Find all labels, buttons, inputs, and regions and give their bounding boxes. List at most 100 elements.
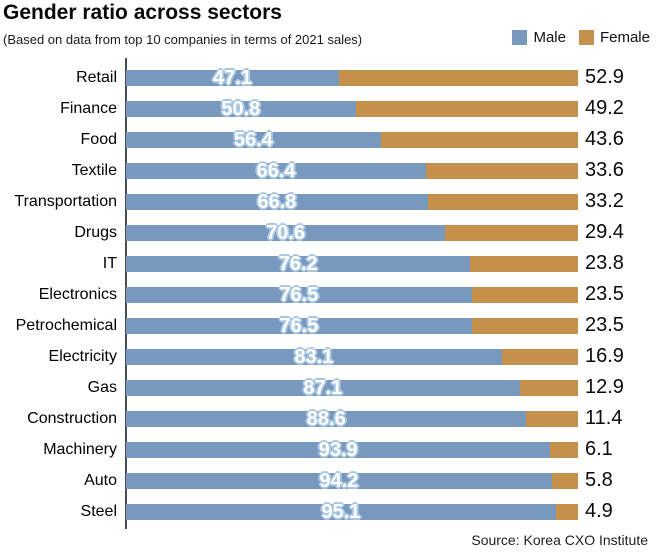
bar-track: 50.8 [126,97,578,120]
bar-track: 95.1 [126,500,578,523]
male-swatch-icon [512,30,528,45]
female-bar-segment [471,286,578,303]
legend-item-male: Male [512,29,566,46]
sector-label: Gas [87,378,117,396]
female-value-label: 11.4 [585,407,623,429]
sector-label: Machinery [43,440,117,458]
male-value-label: 50.8 [221,97,261,120]
sector-label: Construction [27,409,117,427]
chart-row: Electronics 76.5 23.5 [0,279,658,310]
male-bar-segment: 76.2 [126,252,471,275]
chart-row: Retail 47.1 52.9 [0,62,658,93]
bar-track: 88.6 [126,407,578,430]
bar-track: 76.5 [126,314,578,337]
male-bar-segment: 70.6 [126,221,446,244]
female-value-label: 12.9 [585,376,624,398]
female-value-label: 23.5 [585,283,624,305]
male-bar-segment: 94.2 [126,471,552,491]
male-bar-segment: 47.1 [126,66,339,89]
chart-row: Auto 94.2 5.8 [0,465,658,496]
female-bar-segment [445,224,578,241]
male-value-label: 88.6 [306,407,346,430]
sector-label: Auto [84,471,117,489]
chart-row: Petrochemical 76.5 23.5 [0,310,658,341]
bar-chart: Retail 47.1 52.9 Finance 50.8 49.2 Food … [0,58,658,529]
female-value-label: 43.6 [585,128,624,150]
female-bar-segment [555,503,578,520]
bar-track: 93.9 [126,438,578,461]
legend-label-male: Male [533,29,566,46]
male-value-label: 93.9 [318,438,358,461]
chart-row: Drugs 70.6 29.4 [0,217,658,248]
page-title: Gender ratio across sectors [3,1,282,24]
bar-track: 94.2 [126,471,578,491]
male-bar-segment: 56.4 [126,128,381,151]
female-bar-segment [550,441,578,458]
source-credit: Source: Korea CXO Institute [471,532,648,548]
male-value-label: 76.2 [278,252,318,275]
female-value-label: 29.4 [585,221,624,243]
bar-track: 70.6 [126,221,578,244]
female-value-label: 23.5 [585,314,624,336]
female-bar-segment [427,193,578,210]
male-bar-segment: 87.1 [126,376,520,399]
female-bar-segment [526,410,578,427]
legend-label-female: Female [599,29,650,46]
male-value-label: 83.1 [294,345,334,368]
male-value-label: 56.4 [233,128,273,151]
sector-label: Petrochemical [15,316,117,334]
chart-row: IT 76.2 23.8 [0,248,658,279]
chart-row: Transportation 66.8 33.2 [0,186,658,217]
bar-track: 47.1 [126,66,578,89]
female-value-label: 23.8 [585,252,624,274]
female-swatch-icon [578,30,594,45]
bar-track: 87.1 [126,376,578,399]
chart-header: Gender ratio across sectors (Based on da… [0,0,658,56]
chart-row: Steel 95.1 4.9 [0,496,658,527]
bar-track: 76.2 [126,252,578,275]
female-value-label: 52.9 [585,66,624,88]
bar-track: 83.1 [126,345,578,368]
female-value-label: 33.6 [585,159,624,181]
male-bar-segment: 83.1 [126,345,502,368]
female-value-label: 6.1 [585,438,613,460]
female-bar-segment [519,379,578,396]
male-bar-segment: 66.8 [126,192,428,212]
female-value-label: 33.2 [585,190,624,212]
bar-track: 56.4 [126,128,578,151]
sector-label: Electricity [48,347,117,365]
chart-rows: Retail 47.1 52.9 Finance 50.8 49.2 Food … [0,62,658,527]
sector-label: Textile [71,161,117,179]
male-value-label: 70.6 [266,221,306,244]
bar-track: 66.8 [126,192,578,212]
male-value-label: 76.5 [279,283,319,306]
male-bar-segment: 93.9 [126,438,551,461]
female-value-label: 16.9 [585,345,624,367]
sector-label: IT [102,254,117,272]
chart-row: Food 56.4 43.6 [0,124,658,155]
male-bar-segment: 88.6 [126,407,527,430]
sector-label: Drugs [74,223,117,241]
sector-label: Finance [60,99,117,117]
male-bar-segment: 76.5 [126,314,472,337]
chart-subtitle: (Based on data from top 10 companies in … [3,32,363,47]
male-value-label: 95.1 [321,500,361,523]
female-bar-segment [551,472,578,489]
male-bar-segment: 66.4 [126,159,427,182]
male-value-label: 76.5 [279,314,319,337]
male-value-label: 47.1 [212,66,252,89]
male-value-label: 87.1 [303,376,343,399]
sector-label: Food [80,130,117,148]
sector-label: Steel [80,502,117,520]
male-value-label: 66.4 [256,159,296,182]
female-bar-segment [501,348,578,365]
chart-row: Gas 87.1 12.9 [0,372,658,403]
female-bar-segment [471,317,578,334]
sector-label: Transportation [14,192,117,210]
male-bar-segment: 95.1 [126,500,556,523]
legend: Male Female [512,29,650,46]
female-value-label: 4.9 [585,500,613,522]
legend-item-female: Female [578,29,650,46]
female-value-label: 49.2 [585,97,624,119]
male-bar-segment: 50.8 [126,97,356,120]
